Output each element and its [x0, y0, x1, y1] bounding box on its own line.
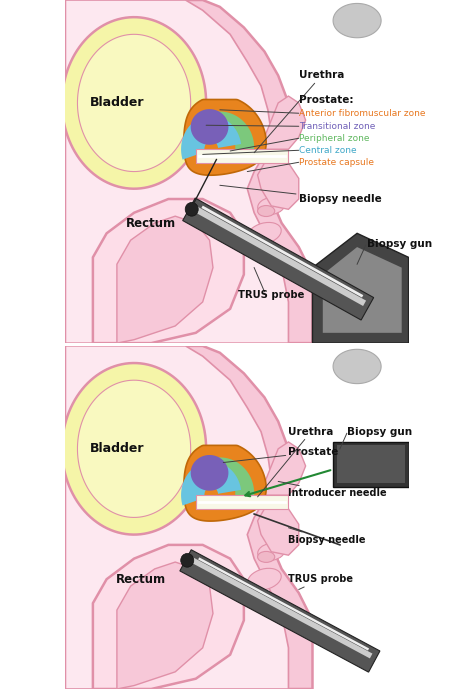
Ellipse shape: [258, 543, 285, 561]
Text: Rectum: Rectum: [116, 573, 166, 586]
Polygon shape: [184, 445, 266, 521]
Ellipse shape: [181, 553, 194, 567]
Polygon shape: [193, 206, 366, 306]
Polygon shape: [77, 380, 191, 517]
Ellipse shape: [257, 205, 275, 216]
Polygon shape: [191, 455, 228, 491]
Polygon shape: [117, 216, 213, 343]
Polygon shape: [65, 0, 312, 343]
Polygon shape: [198, 557, 369, 650]
Polygon shape: [337, 445, 405, 483]
Polygon shape: [65, 346, 312, 689]
Text: Bladder: Bladder: [90, 442, 144, 455]
Polygon shape: [264, 442, 306, 495]
Polygon shape: [93, 545, 244, 689]
Polygon shape: [333, 349, 381, 384]
Text: Biopsy gun: Biopsy gun: [347, 426, 412, 437]
Text: TRUS probe: TRUS probe: [238, 290, 304, 300]
Polygon shape: [65, 0, 289, 343]
Polygon shape: [65, 346, 289, 689]
Text: Transitional zone: Transitional zone: [299, 122, 375, 131]
Polygon shape: [257, 509, 299, 555]
Text: TRUS probe: TRUS probe: [289, 574, 354, 590]
Polygon shape: [77, 34, 191, 172]
Polygon shape: [257, 163, 299, 209]
Text: Biopsy needle: Biopsy needle: [289, 528, 366, 545]
Polygon shape: [196, 150, 289, 163]
Polygon shape: [191, 557, 373, 659]
Text: Introducer needle: Introducer needle: [278, 482, 387, 498]
Polygon shape: [323, 247, 401, 333]
Text: Prostate:: Prostate:: [299, 94, 353, 105]
Polygon shape: [181, 462, 241, 506]
Polygon shape: [333, 442, 409, 486]
Polygon shape: [333, 3, 381, 38]
Polygon shape: [93, 199, 244, 343]
Text: Prostate capsule: Prostate capsule: [299, 158, 374, 167]
Polygon shape: [181, 116, 241, 160]
Ellipse shape: [258, 197, 285, 215]
Text: Urethra: Urethra: [257, 426, 334, 497]
Ellipse shape: [248, 223, 281, 244]
Text: Anterior fibromuscular zone: Anterior fibromuscular zone: [299, 109, 425, 118]
Ellipse shape: [257, 551, 275, 562]
Polygon shape: [117, 562, 213, 689]
Polygon shape: [264, 96, 306, 150]
Polygon shape: [182, 198, 374, 320]
Polygon shape: [180, 550, 380, 672]
Polygon shape: [189, 112, 254, 164]
Text: Peripheral zone: Peripheral zone: [299, 134, 369, 143]
Text: Biopsy gun: Biopsy gun: [367, 238, 432, 249]
Ellipse shape: [185, 203, 198, 216]
Polygon shape: [201, 205, 363, 298]
Polygon shape: [196, 495, 289, 509]
Text: Urethra: Urethra: [254, 70, 344, 153]
Text: Rectum: Rectum: [126, 216, 176, 229]
Polygon shape: [62, 363, 206, 535]
Polygon shape: [189, 457, 254, 510]
Polygon shape: [184, 99, 266, 175]
Polygon shape: [62, 17, 206, 189]
Text: Bladder: Bladder: [90, 96, 144, 110]
Text: Biopsy needle: Biopsy needle: [220, 185, 382, 204]
Ellipse shape: [248, 568, 281, 590]
Polygon shape: [191, 109, 228, 145]
Text: Central zone: Central zone: [299, 146, 356, 155]
Polygon shape: [312, 234, 409, 343]
Text: Prostate: Prostate: [223, 447, 339, 462]
